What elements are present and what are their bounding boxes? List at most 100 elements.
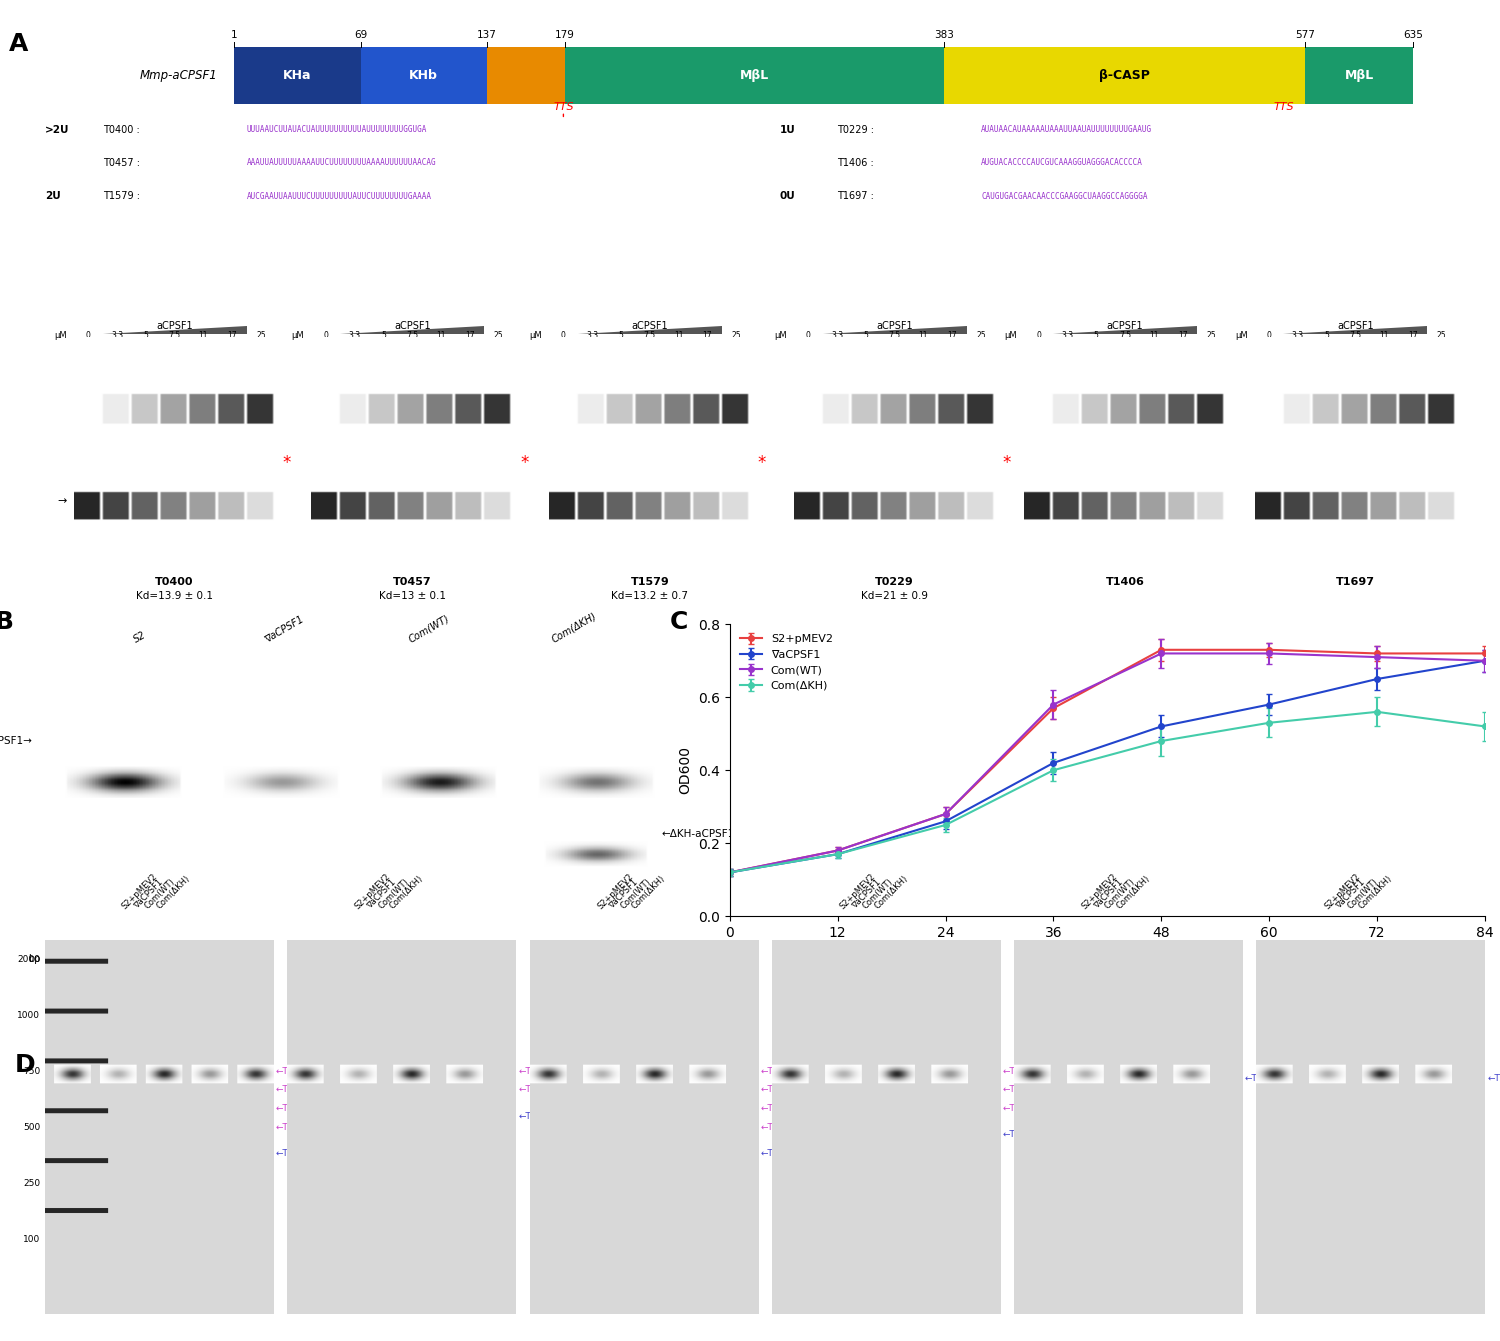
Text: 750: 750 [22,1067,40,1075]
Text: A: A [9,32,28,56]
Text: 25: 25 [1206,331,1216,341]
Text: S2+pMEV2: S2+pMEV2 [1080,872,1119,911]
Text: S2+pMEV2: S2+pMEV2 [596,872,634,911]
Text: μM: μM [1005,331,1017,341]
Text: ←TRT: ←TRT [276,1067,300,1075]
Text: ∇aCPSF1: ∇aCPSF1 [608,878,640,911]
Text: ←TRT: ←TRT [518,1085,542,1094]
Text: ←TRT: ←TRT [1002,1067,1026,1075]
Text: 577: 577 [1294,30,1316,40]
Text: 11: 11 [436,331,445,341]
Text: 7.5: 7.5 [406,331,418,341]
Text: Com(ΔKH): Com(ΔKH) [873,873,909,911]
Text: S2: S2 [132,630,147,645]
Polygon shape [102,326,246,334]
Text: 7.5: 7.5 [1119,331,1131,341]
Text: ∇aCPSF1: ∇aCPSF1 [364,878,398,911]
Text: 7.5: 7.5 [888,331,900,341]
Text: Mmp-aCPSF1: Mmp-aCPSF1 [140,70,218,82]
Text: 25: 25 [256,331,265,341]
Text: *: * [282,453,291,472]
Text: ←TRT: ←TRT [760,1122,784,1132]
Text: Com(ΔKH): Com(ΔKH) [1114,873,1152,911]
Polygon shape [340,326,484,334]
Text: 5: 5 [618,331,624,341]
Text: *: * [758,453,766,472]
Polygon shape [822,326,966,334]
Text: T1579 :: T1579 : [102,192,140,201]
Text: 2U: 2U [45,192,60,201]
Text: Kd=13.2 ± 0.7: Kd=13.2 ± 0.7 [612,591,689,601]
Text: 3.3: 3.3 [1062,331,1074,341]
Text: ←TRT: ←TRT [276,1085,300,1094]
Text: >2U: >2U [45,125,69,134]
Text: 5: 5 [144,331,148,341]
Text: aCPSF1: aCPSF1 [1336,322,1374,331]
Text: 11: 11 [918,331,928,341]
Text: 179: 179 [555,30,574,40]
Text: Com(WT): Com(WT) [861,877,895,911]
Text: 3.3: 3.3 [348,331,360,341]
Text: 0: 0 [324,331,328,341]
Text: 1: 1 [231,30,237,40]
Text: 100: 100 [22,1235,40,1244]
Text: 3.3: 3.3 [586,331,598,341]
Text: 5: 5 [1324,331,1329,341]
Text: MβL: MβL [740,70,770,82]
Text: ←TRT: ←TRT [1002,1085,1026,1094]
Text: 0: 0 [1266,331,1272,341]
Polygon shape [1284,326,1428,334]
Text: 5: 5 [1094,331,1098,341]
Text: KHb: KHb [410,70,438,82]
Text: T1406 :: T1406 : [837,158,873,168]
Text: AUCGAAUUAAUUUCUUUUUUUUUAUUCUUUUUUUUGAAAA: AUCGAAUUAAUUUCUUUUUUUUUAUUCUUUUUUUUGAAAA [246,192,432,201]
Text: μM: μM [774,331,786,341]
Text: T0457: T0457 [393,577,432,586]
Text: aCPSF1: aCPSF1 [156,322,194,331]
Text: 383: 383 [934,30,954,40]
Text: S2+pMEV2: S2+pMEV2 [1323,872,1362,911]
Text: 250: 250 [24,1179,40,1188]
Text: β-CASP: β-CASP [1100,70,1150,82]
FancyBboxPatch shape [360,47,488,103]
Text: 1U: 1U [780,125,795,134]
Text: ∇aCPSF1: ∇aCPSF1 [849,878,882,911]
Text: 69: 69 [354,30,368,40]
FancyBboxPatch shape [566,47,945,103]
Text: AUAUAACAUAAAAAUAAAUUAAUAUUUUUUUUGAAUG: AUAUAACAUAAAAAUAAAUUAAUAUUUUUUUUGAAUG [981,125,1152,134]
Text: 25: 25 [1437,331,1446,341]
Text: ∇aCPSF1: ∇aCPSF1 [1334,878,1366,911]
Text: T1697 :: T1697 : [837,192,874,201]
Text: CAUGUGACGAACAACCCGAAGGCUAAGGCCAGGGGA: CAUGUGACGAACAACCCGAAGGCUAAGGCCAGGGGA [981,192,1148,201]
Text: TTS: TTS [554,102,573,111]
X-axis label: Time (hr): Time (hr) [1076,945,1140,959]
FancyBboxPatch shape [945,47,1305,103]
Text: T0229 :: T0229 : [837,125,874,134]
Text: Com(ΔKH): Com(ΔKH) [630,873,668,911]
Text: ←TTS: ←TTS [1488,1074,1500,1084]
Text: ←TRT: ←TRT [760,1067,784,1075]
Text: 635: 635 [1402,30,1423,40]
Y-axis label: OD600: OD600 [678,746,693,794]
FancyBboxPatch shape [1305,47,1413,103]
Text: D: D [15,1053,36,1077]
Text: 17: 17 [702,331,712,341]
Text: μM: μM [291,331,304,341]
Text: ←TRT: ←TRT [518,1067,542,1075]
Text: 25: 25 [494,331,504,341]
Text: T1406: T1406 [1106,577,1144,586]
FancyBboxPatch shape [234,47,360,103]
Text: 3.3: 3.3 [831,331,843,341]
Text: Com(WT): Com(WT) [1346,877,1380,911]
Text: Com(WT): Com(WT) [144,877,177,911]
Text: Kd=13.9 ± 0.1: Kd=13.9 ± 0.1 [136,591,213,601]
Text: AAAUUAUUUUUAAAAUUCUUUUUUUUAAAAUUUUUUAACAG: AAAUUAUUUUUAAAAUUCUUUUUUUUAAAAUUUUUUAACA… [246,158,436,168]
Text: 17: 17 [228,331,237,341]
Text: ←TRT: ←TRT [276,1104,300,1113]
Text: 7.5: 7.5 [168,331,180,341]
Text: T0457 :: T0457 : [102,158,140,168]
Text: aCPSF1: aCPSF1 [394,322,430,331]
Text: aCPSF1: aCPSF1 [632,322,668,331]
Text: 25: 25 [732,331,741,341]
Text: 137: 137 [477,30,496,40]
